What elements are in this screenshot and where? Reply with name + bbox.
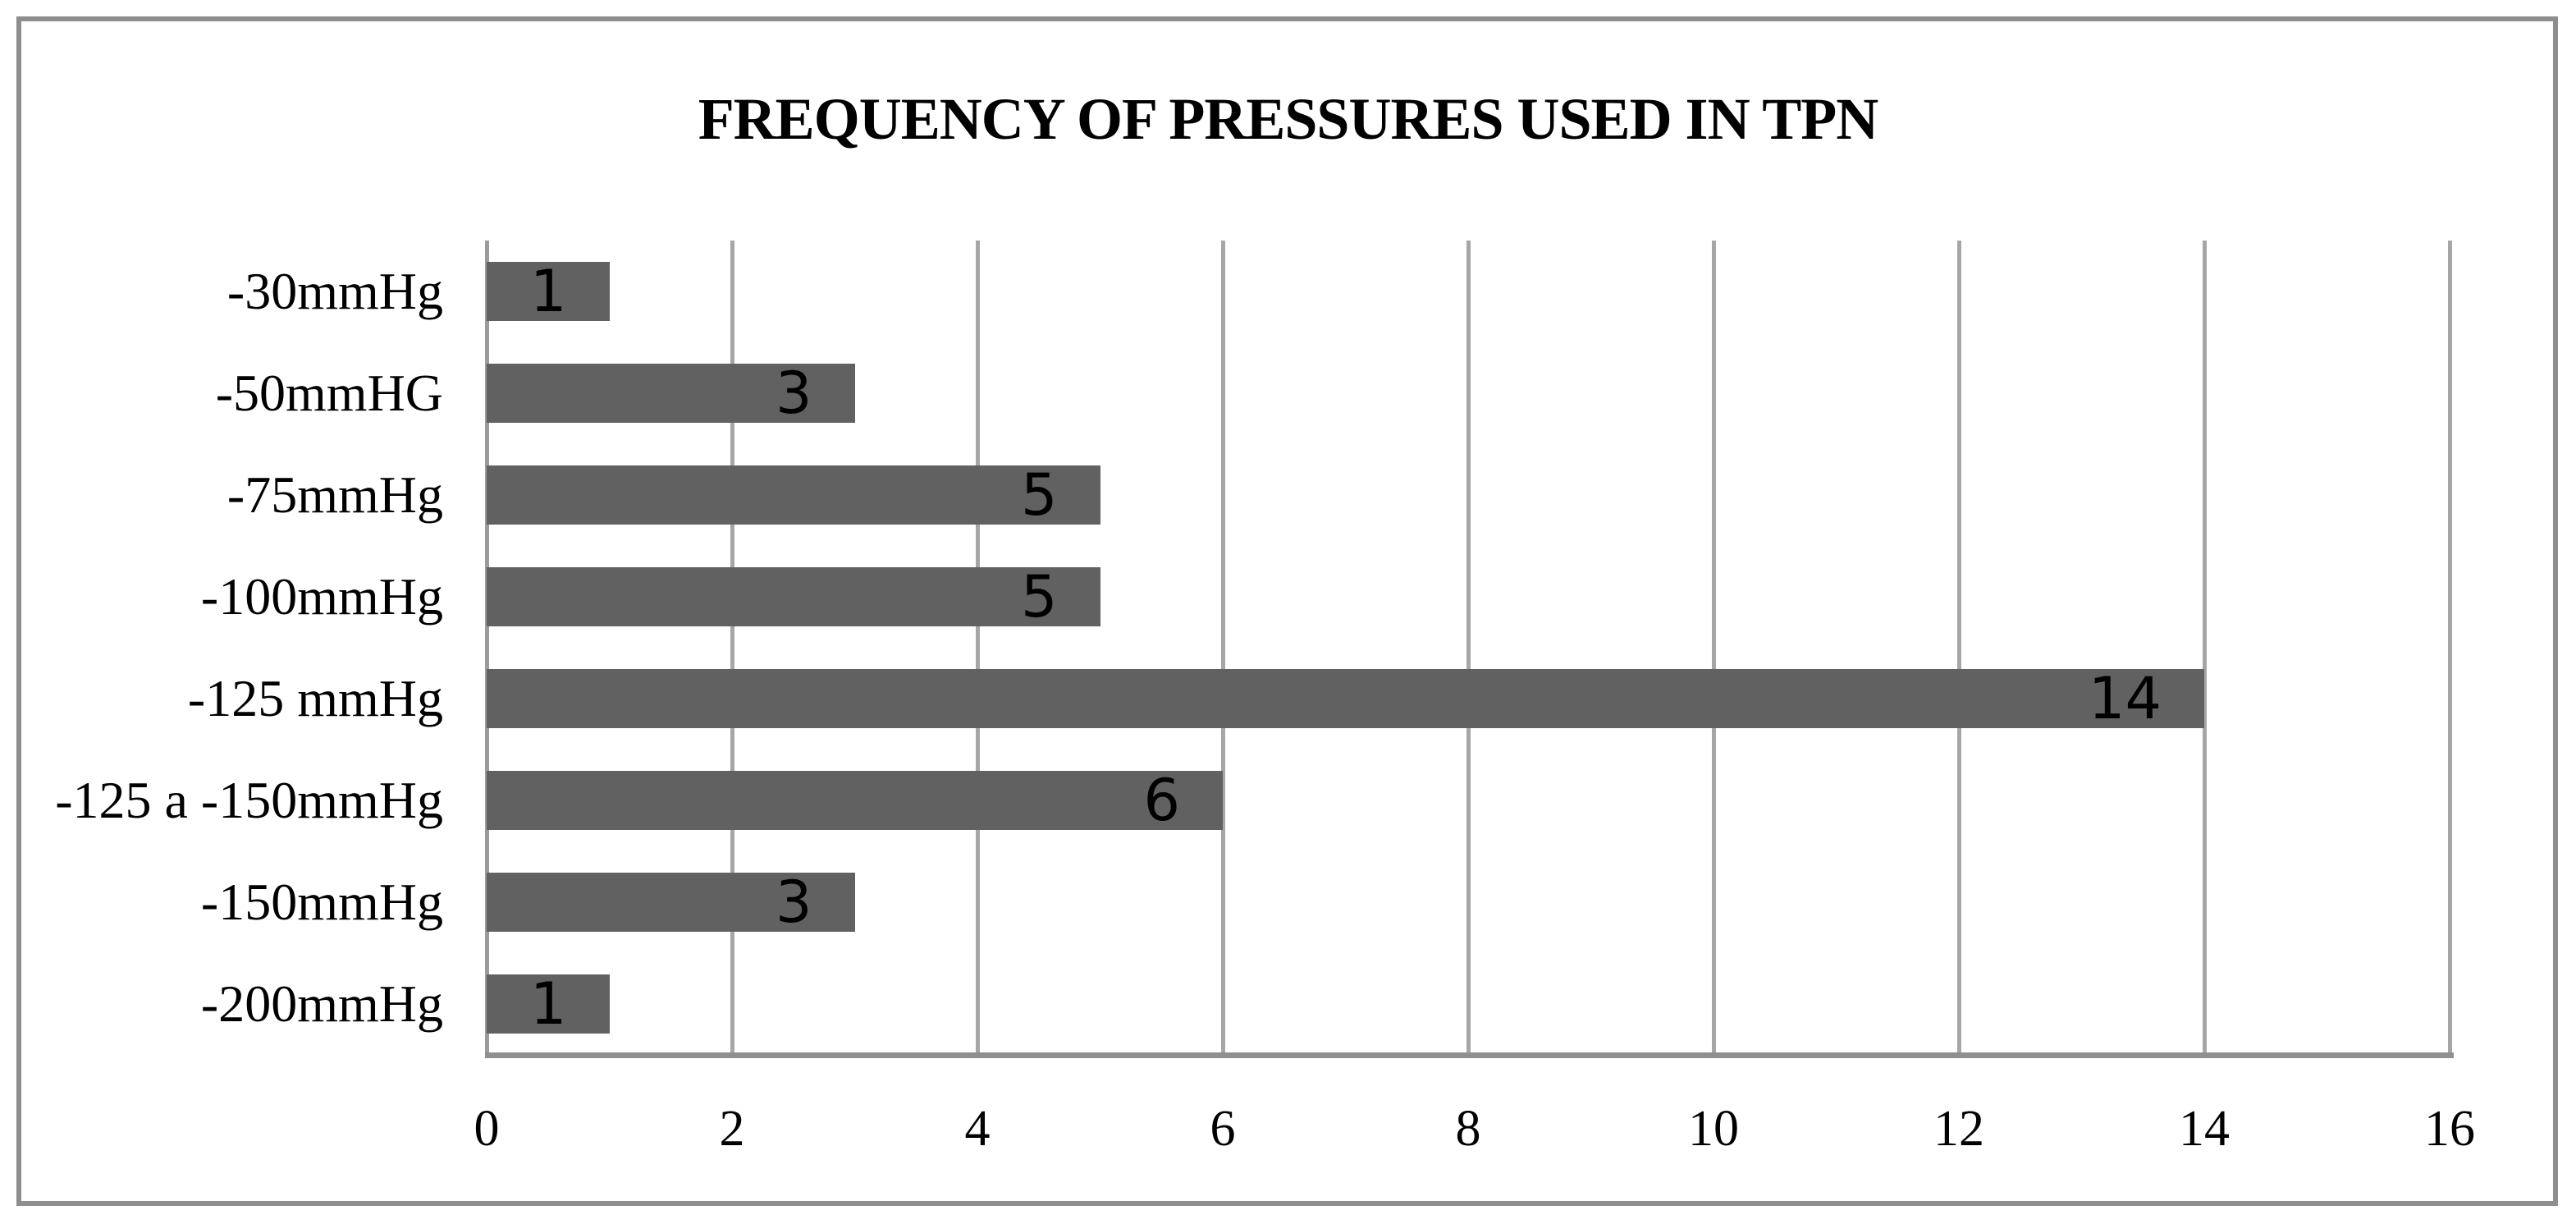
category-label: -100mmHg	[200, 567, 443, 626]
bar-row: -200mmHg 1	[201, 953, 2450, 1055]
bar-row: -30mmHg 1	[227, 241, 2450, 342]
y-axis-line	[485, 241, 489, 1055]
bar-value-label: 14	[2088, 665, 2162, 732]
x-axis-tick-labels: 0 2 4 6 8 10 12 14 16	[474, 1100, 2476, 1190]
x-axis-line	[485, 1052, 2454, 1058]
bar: 1	[487, 970, 610, 1038]
bar-value-label: 3	[775, 360, 812, 427]
bar-row: -125 mmHg 14	[188, 648, 2450, 750]
gridline-x-14	[2203, 241, 2207, 1055]
bar-row: -75mmHg 5	[227, 444, 2450, 546]
gridline-x-6	[1221, 241, 1225, 1055]
gridline-x-8	[1466, 241, 1471, 1055]
gridline-x-2	[730, 241, 734, 1055]
bar-row: -125 a -150mmHg 6	[55, 750, 2450, 851]
bar-value-label: 5	[1020, 563, 1058, 630]
bar: 6	[487, 767, 1223, 834]
category-label: -125 a -150mmHg	[55, 771, 443, 829]
bar: 5	[487, 563, 1100, 630]
bar: 14	[487, 665, 2204, 732]
bar-value-label: 3	[775, 869, 812, 936]
bar-value-label: 1	[529, 258, 567, 325]
x-tick-label: 10	[1688, 1101, 1739, 1157]
bar-value-label: 6	[1143, 767, 1180, 834]
bar: 5	[487, 461, 1100, 529]
plot-area: -30mmHg 1 -50mmHG 3 -75mmHg 5 -100mmHg 5 -125 mm…	[55, 241, 2454, 1058]
chart-border-frame	[16, 16, 2558, 1206]
bar: 1	[487, 258, 610, 325]
gridline-x-12	[1957, 241, 1961, 1055]
gridline-x-10	[1712, 241, 1716, 1055]
category-label: -200mmHg	[200, 974, 443, 1033]
bar: 3	[487, 869, 855, 936]
chart-title: FREQUENCY OF PRESSURES USED IN TPN	[698, 86, 1879, 152]
bar-row: -100mmHg 5	[201, 546, 2450, 648]
bar: 3	[487, 360, 855, 427]
category-label: -75mmHg	[226, 465, 443, 524]
x-tick-label: 2	[719, 1101, 745, 1157]
x-tick-label: 4	[964, 1101, 991, 1157]
gridline-x-16	[2448, 241, 2452, 1055]
bar-row: -150mmHg 3	[201, 851, 2450, 953]
x-tick-label: 14	[2179, 1101, 2230, 1157]
bar-row: -50mmHG 3	[216, 342, 2450, 444]
gridline-x-4	[976, 241, 980, 1055]
category-label: -30mmHg	[226, 262, 443, 320]
category-label: -125 mmHg	[187, 669, 443, 727]
bar-value-label: 5	[1020, 461, 1058, 529]
bar-value-label: 1	[529, 970, 567, 1038]
x-tick-label: 16	[2424, 1101, 2475, 1157]
category-label: -150mmHg	[200, 873, 443, 931]
x-tick-label: 0	[474, 1101, 500, 1157]
x-tick-label: 6	[1210, 1101, 1236, 1157]
x-tick-label: 8	[1455, 1101, 1481, 1157]
x-tick-label: 12	[1933, 1101, 1984, 1157]
category-label: -50mmHG	[215, 364, 443, 422]
